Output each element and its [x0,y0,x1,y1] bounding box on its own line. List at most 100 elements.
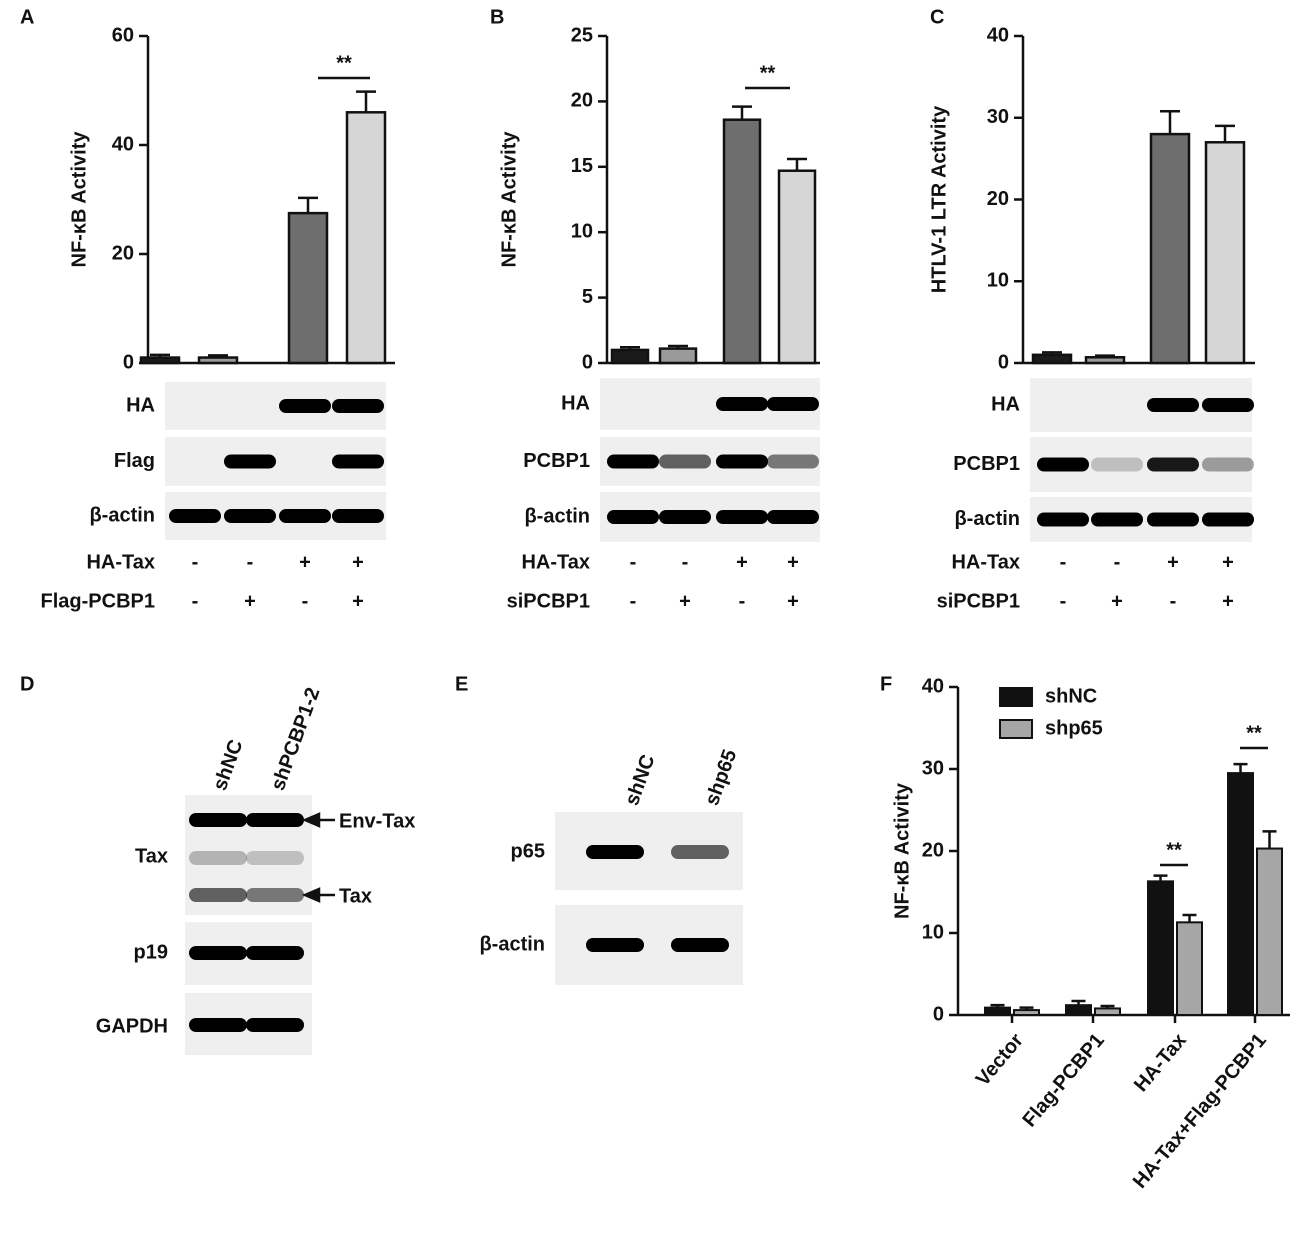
band [767,454,819,469]
bar [1227,772,1254,1016]
bar [1065,1004,1092,1016]
y-tick-label: 0 [123,351,134,373]
bar [610,348,650,365]
band [246,813,304,827]
condition-label: siPCBP1 [937,590,1020,612]
lane-label: shNC [209,737,248,794]
panel-label: C [930,6,944,28]
band [716,510,768,524]
arrow-label: Tax [339,885,372,907]
condition-sign: + [787,590,799,612]
condition-sign: + [787,551,799,573]
y-tick-label: 10 [922,921,944,943]
band [607,510,659,524]
y-axis-label: NF-κB Activity [68,131,90,268]
band [246,888,304,902]
band [659,510,711,524]
condition-sign: - [1170,590,1177,612]
arrow [301,887,335,903]
y-tick-label: 0 [933,1003,944,1025]
band [1202,398,1254,412]
bar [658,347,698,365]
band [767,510,819,524]
condition-sign: - [1114,551,1121,573]
bar [139,356,181,365]
band [586,938,644,952]
band [189,813,247,827]
error-bar [1160,109,1180,135]
blot-row-label: Tax [135,845,168,867]
y-tick-label: 40 [987,24,1009,46]
condition-sign: - [192,551,199,573]
band [716,397,768,411]
y-tick-label: 0 [582,351,593,373]
y-axis-label: NF-κB Activity [498,131,520,268]
condition-sign: - [630,551,637,573]
y-tick-label: 60 [112,24,134,46]
band [1037,512,1089,527]
condition-sign: + [736,551,748,573]
band [224,509,276,523]
x-tick-label: Vector [972,1029,1028,1090]
y-tick-label: 10 [571,220,593,242]
band [671,938,729,952]
y-tick-label: 30 [987,106,1009,128]
blot-row-label: β-actin [89,504,155,526]
blot-row-label: p65 [511,840,545,862]
band [189,888,247,902]
y-tick-label: 40 [922,675,944,697]
band [169,509,221,523]
band [189,1018,247,1032]
band [1091,512,1143,527]
y-tick-label: 20 [571,90,593,112]
y-tick-label: 30 [922,757,944,779]
significance: ** [760,62,776,84]
x-tick-label: HA-Tax+Flag-PCBP1 [1129,1029,1271,1192]
panel-label: B [490,6,504,28]
legend-label: shNC [1045,685,1097,707]
condition-sign: - [302,590,309,612]
condition-label: HA-Tax [521,551,590,573]
condition-sign: + [352,590,364,612]
blot-row-label: β-actin [524,505,590,527]
error-bar [787,157,807,171]
condition-sign: + [1167,551,1179,573]
error-bar [1262,830,1277,849]
y-tick-label: 20 [922,839,944,861]
y-axis-label: HTLV-1 LTR Activity [928,105,950,293]
panel-label: D [20,673,34,695]
blot-row-label: Flag [114,450,155,472]
condition-label: HA-Tax [86,551,155,573]
bar [1147,880,1174,1017]
band [1147,398,1199,412]
legend-swatch [999,719,1033,739]
band [671,845,729,859]
bar [1031,353,1073,365]
blot-row-label: PCBP1 [523,450,590,472]
blot-row-label: PCBP1 [953,453,1020,475]
bar [1084,356,1126,365]
condition-sign: - [630,590,637,612]
error-bar [298,196,318,214]
band [189,946,247,960]
lane-label: shp65 [701,747,741,809]
condition-sign: + [352,551,364,573]
band [1037,457,1089,472]
band [1202,512,1254,527]
condition-sign: - [247,551,254,573]
panel-label: F [880,673,892,695]
band [1147,512,1199,527]
condition-sign: + [1111,590,1123,612]
condition-sign: - [682,551,689,573]
bar [287,211,329,365]
bar [777,169,817,365]
arrow-label: Env-Tax [339,810,415,832]
condition-sign: - [739,590,746,612]
band [279,509,331,523]
x-tick-label: HA-Tax [1130,1029,1191,1096]
condition-label: siPCBP1 [507,590,590,612]
condition-sign: + [244,590,256,612]
y-tick-label: 20 [112,242,134,264]
band [246,946,304,960]
